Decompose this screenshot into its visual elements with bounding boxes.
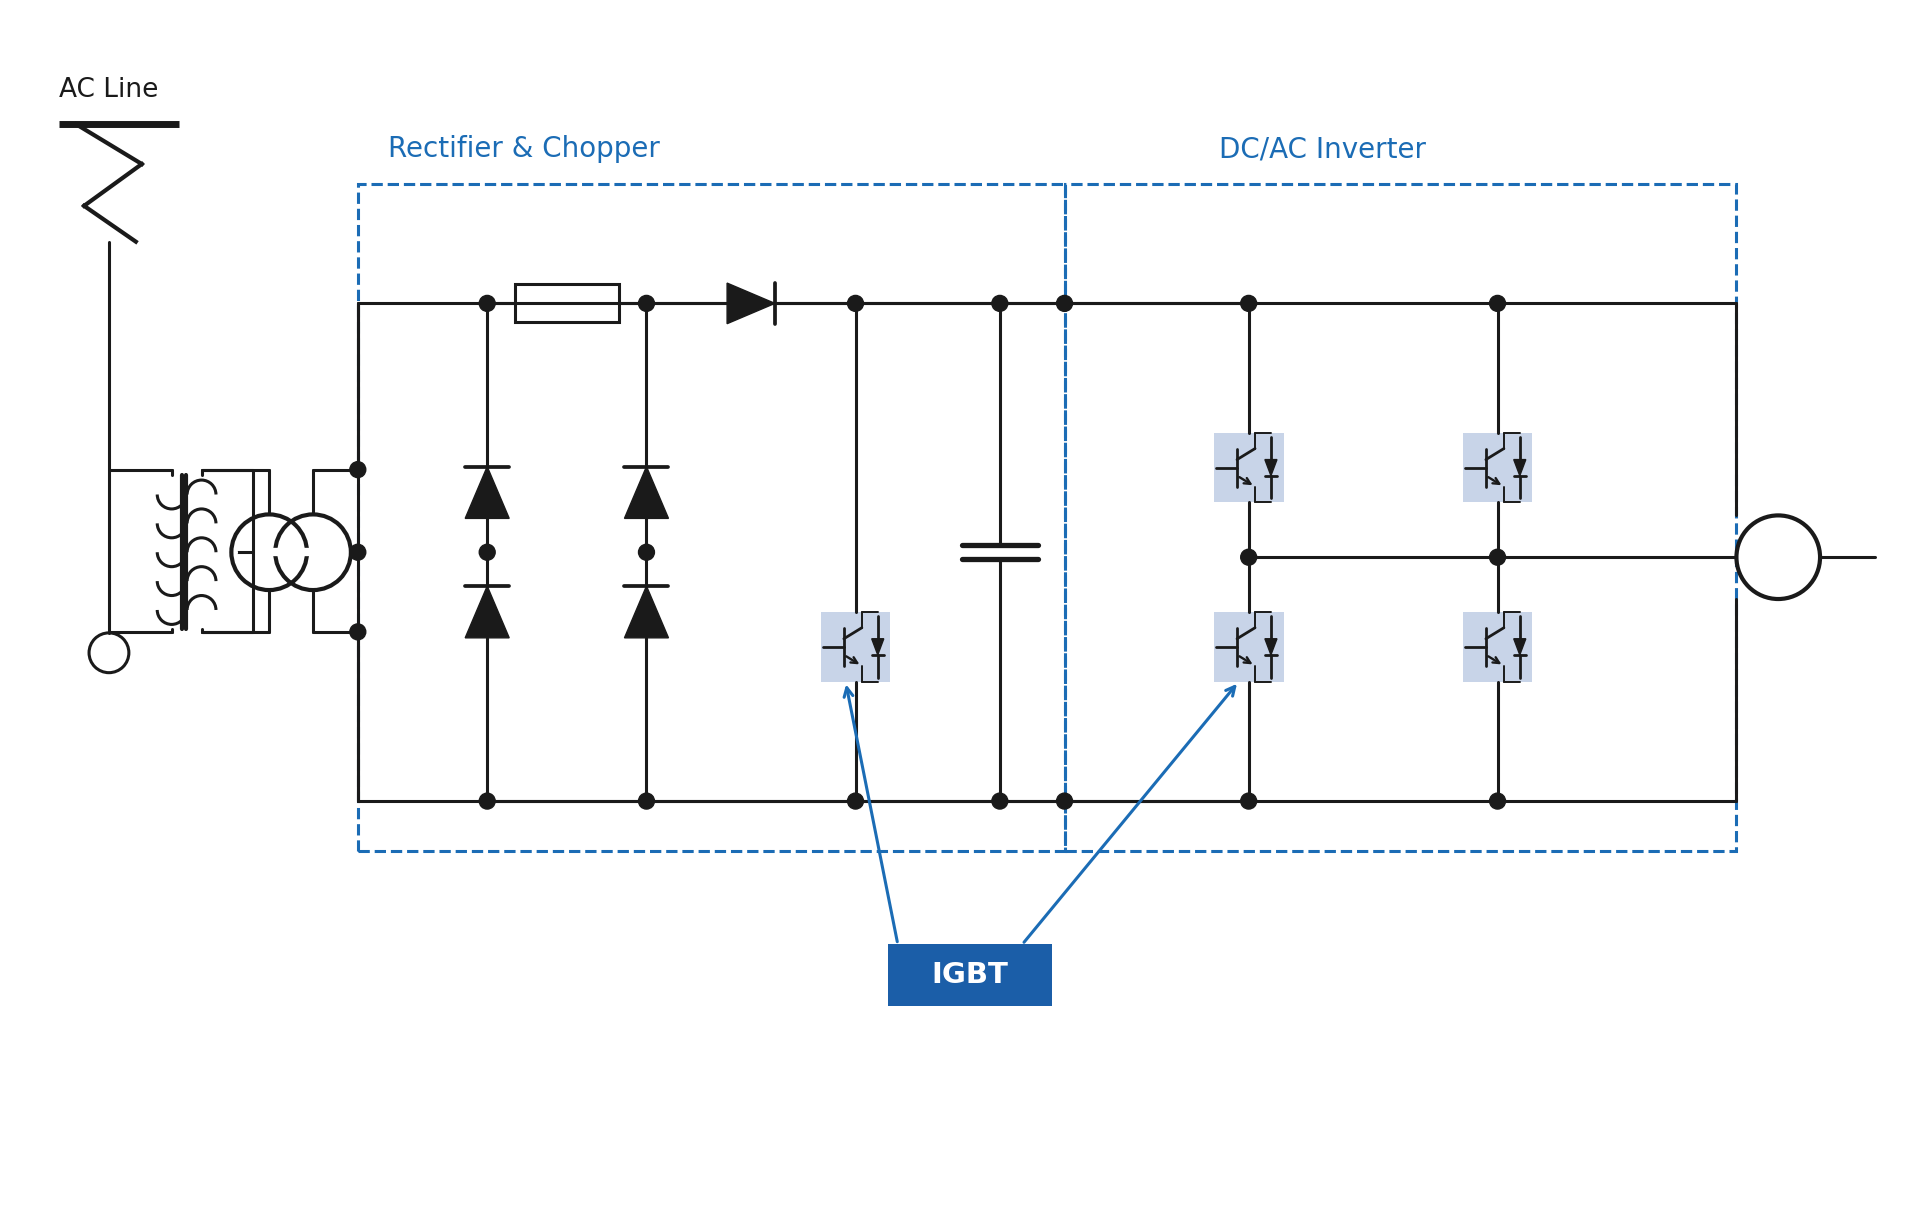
Text: AC Line: AC Line bbox=[60, 77, 158, 104]
Circle shape bbox=[1241, 793, 1256, 809]
Polygon shape bbox=[465, 467, 510, 518]
Text: DC/AC Inverter: DC/AC Inverter bbox=[1220, 135, 1426, 163]
Polygon shape bbox=[465, 587, 510, 637]
Polygon shape bbox=[728, 284, 774, 323]
Circle shape bbox=[1056, 296, 1073, 311]
Circle shape bbox=[992, 793, 1007, 809]
Circle shape bbox=[992, 296, 1007, 311]
Polygon shape bbox=[1264, 639, 1278, 655]
Circle shape bbox=[847, 296, 863, 311]
Circle shape bbox=[639, 793, 654, 809]
Text: IGBT: IGBT bbox=[932, 961, 1007, 990]
Circle shape bbox=[1490, 549, 1505, 565]
Circle shape bbox=[1490, 793, 1505, 809]
Circle shape bbox=[349, 461, 367, 478]
Polygon shape bbox=[1264, 460, 1278, 476]
FancyBboxPatch shape bbox=[1214, 612, 1283, 682]
FancyBboxPatch shape bbox=[1463, 433, 1532, 502]
Bar bbox=[515, 285, 620, 322]
Polygon shape bbox=[625, 467, 668, 518]
Circle shape bbox=[479, 793, 496, 809]
FancyBboxPatch shape bbox=[888, 944, 1052, 1007]
Circle shape bbox=[479, 544, 496, 560]
FancyBboxPatch shape bbox=[1214, 433, 1283, 502]
Circle shape bbox=[1241, 296, 1256, 311]
Circle shape bbox=[639, 544, 654, 560]
FancyBboxPatch shape bbox=[1463, 612, 1532, 682]
Text: Rectifier & Chopper: Rectifier & Chopper bbox=[388, 135, 660, 163]
Circle shape bbox=[1056, 793, 1073, 809]
FancyBboxPatch shape bbox=[820, 612, 890, 682]
Polygon shape bbox=[872, 639, 884, 655]
Polygon shape bbox=[625, 587, 668, 637]
Circle shape bbox=[1490, 296, 1505, 311]
Circle shape bbox=[349, 544, 367, 560]
Circle shape bbox=[639, 296, 654, 311]
Circle shape bbox=[349, 624, 367, 640]
Circle shape bbox=[1241, 549, 1256, 565]
Circle shape bbox=[479, 296, 496, 311]
Polygon shape bbox=[1513, 460, 1527, 476]
Circle shape bbox=[847, 793, 863, 809]
Polygon shape bbox=[1513, 639, 1527, 655]
